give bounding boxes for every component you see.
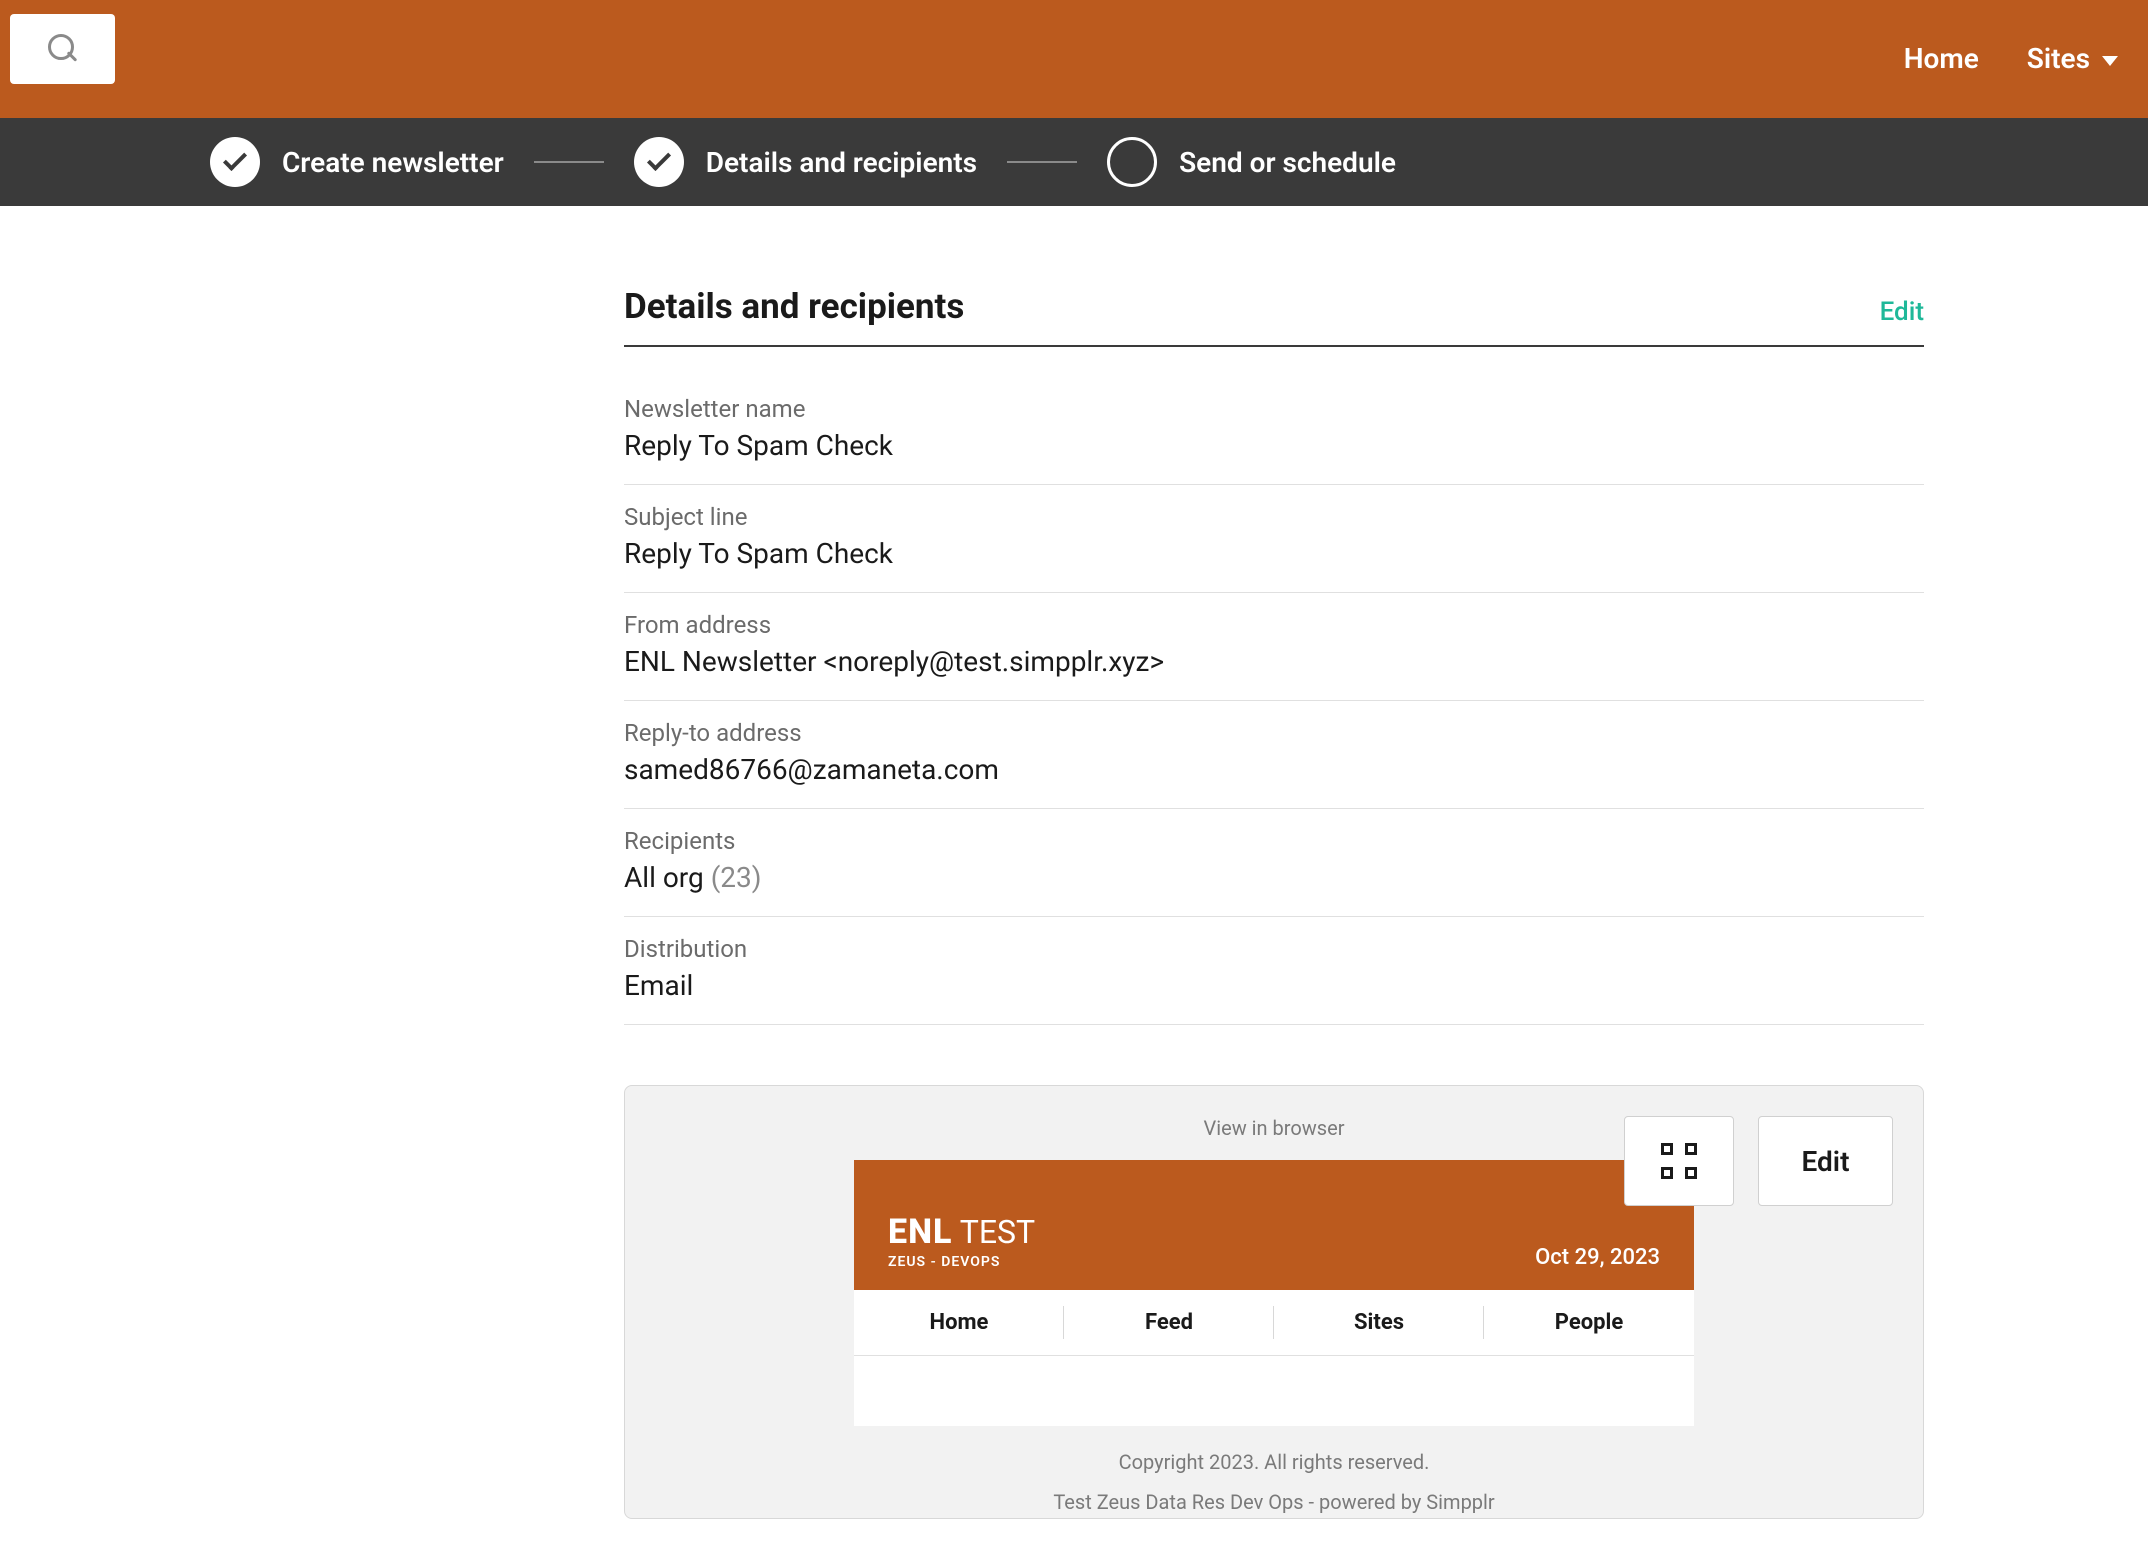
field-newsletter-name: Newsletter name Reply To Spam Check [624,377,1924,485]
footer-powered: Test Zeus Data Res Dev Ops - powered by … [625,1490,1923,1514]
main-content: Details and recipients Edit Newsletter n… [424,206,1724,1519]
step-divider [534,161,604,163]
field-distribution: Distribution Email [624,917,1924,1025]
field-label: Distribution [624,935,1924,963]
step-details-recipients[interactable]: Details and recipients [634,137,977,187]
preview-panel: View in browser Edit ENL TEST ZEUS - DEV… [624,1085,1924,1519]
newsletter-brand: ENL TEST ZEUS - DEVOPS [888,1212,1035,1270]
stepper-bar: Create newsletter Details and recipients… [0,118,2148,206]
newsletter-body [854,1356,1694,1426]
brand-bold: ENL [888,1212,952,1252]
field-label: Recipients [624,827,1924,855]
newsletter-footer: Copyright 2023. All rights reserved. Tes… [625,1426,1923,1518]
top-nav: Home Sites [1904,14,2118,75]
preview-edit-button[interactable]: Edit [1758,1116,1893,1206]
recipients-name: All org [624,861,711,894]
top-header: Home Sites [0,0,2148,118]
field-reply-to: Reply-to address samed86766@zamaneta.com [624,701,1924,809]
circle-icon [1107,137,1157,187]
step-create-newsletter[interactable]: Create newsletter [210,137,504,187]
nl-nav-feed[interactable]: Feed [1064,1290,1274,1355]
nl-nav-people[interactable]: People [1484,1290,1694,1355]
search-icon [46,32,80,66]
field-subject-line: Subject line Reply To Spam Check [624,485,1924,593]
field-value: samed86766@zamaneta.com [624,753,1924,786]
nl-nav-home[interactable]: Home [854,1290,1064,1355]
newsletter-header: ENL TEST ZEUS - DEVOPS Oct 29, 2023 [854,1160,1694,1290]
field-value: All org (23) [624,861,1924,894]
field-label: Newsletter name [624,395,1924,423]
field-value: ENL Newsletter <noreply@test.simpplr.xyz… [624,645,1924,678]
step-label: Send or schedule [1179,146,1396,179]
nav-sites[interactable]: Sites [2027,42,2118,75]
newsletter-date: Oct 29, 2023 [1535,1245,1660,1270]
fullscreen-button[interactable] [1624,1116,1734,1206]
field-label: Subject line [624,503,1924,531]
chevron-down-icon [2102,56,2118,66]
field-recipients: Recipients All org (23) [624,809,1924,917]
recipients-count: (23) [711,861,762,894]
section-header: Details and recipients Edit [624,286,1924,347]
nl-nav-sites[interactable]: Sites [1274,1290,1484,1355]
brand-sub: ZEUS - DEVOPS [888,1254,1035,1270]
newsletter-nav: Home Feed Sites People [854,1290,1694,1356]
field-label: From address [624,611,1924,639]
newsletter-preview: ENL TEST ZEUS - DEVOPS Oct 29, 2023 Home… [854,1160,1694,1426]
edit-link[interactable]: Edit [1880,297,1924,327]
field-from-address: From address ENL Newsletter <noreply@tes… [624,593,1924,701]
footer-copyright: Copyright 2023. All rights reserved. [625,1450,1923,1474]
step-divider [1007,161,1077,163]
search-box[interactable] [10,14,115,84]
field-value: Reply To Spam Check [624,429,1924,462]
section-title: Details and recipients [624,286,964,327]
check-icon [210,137,260,187]
field-label: Reply-to address [624,719,1924,747]
field-value: Reply To Spam Check [624,537,1924,570]
fullscreen-icon [1661,1143,1697,1179]
field-value: Email [624,969,1924,1002]
preview-actions: Edit [1624,1116,1893,1206]
nav-home[interactable]: Home [1904,42,1979,75]
check-icon [634,137,684,187]
nav-sites-label: Sites [2027,42,2090,75]
step-label: Details and recipients [706,146,977,179]
brand-rest: TEST [952,1213,1035,1251]
step-label: Create newsletter [282,146,504,179]
step-send-schedule[interactable]: Send or schedule [1107,137,1396,187]
